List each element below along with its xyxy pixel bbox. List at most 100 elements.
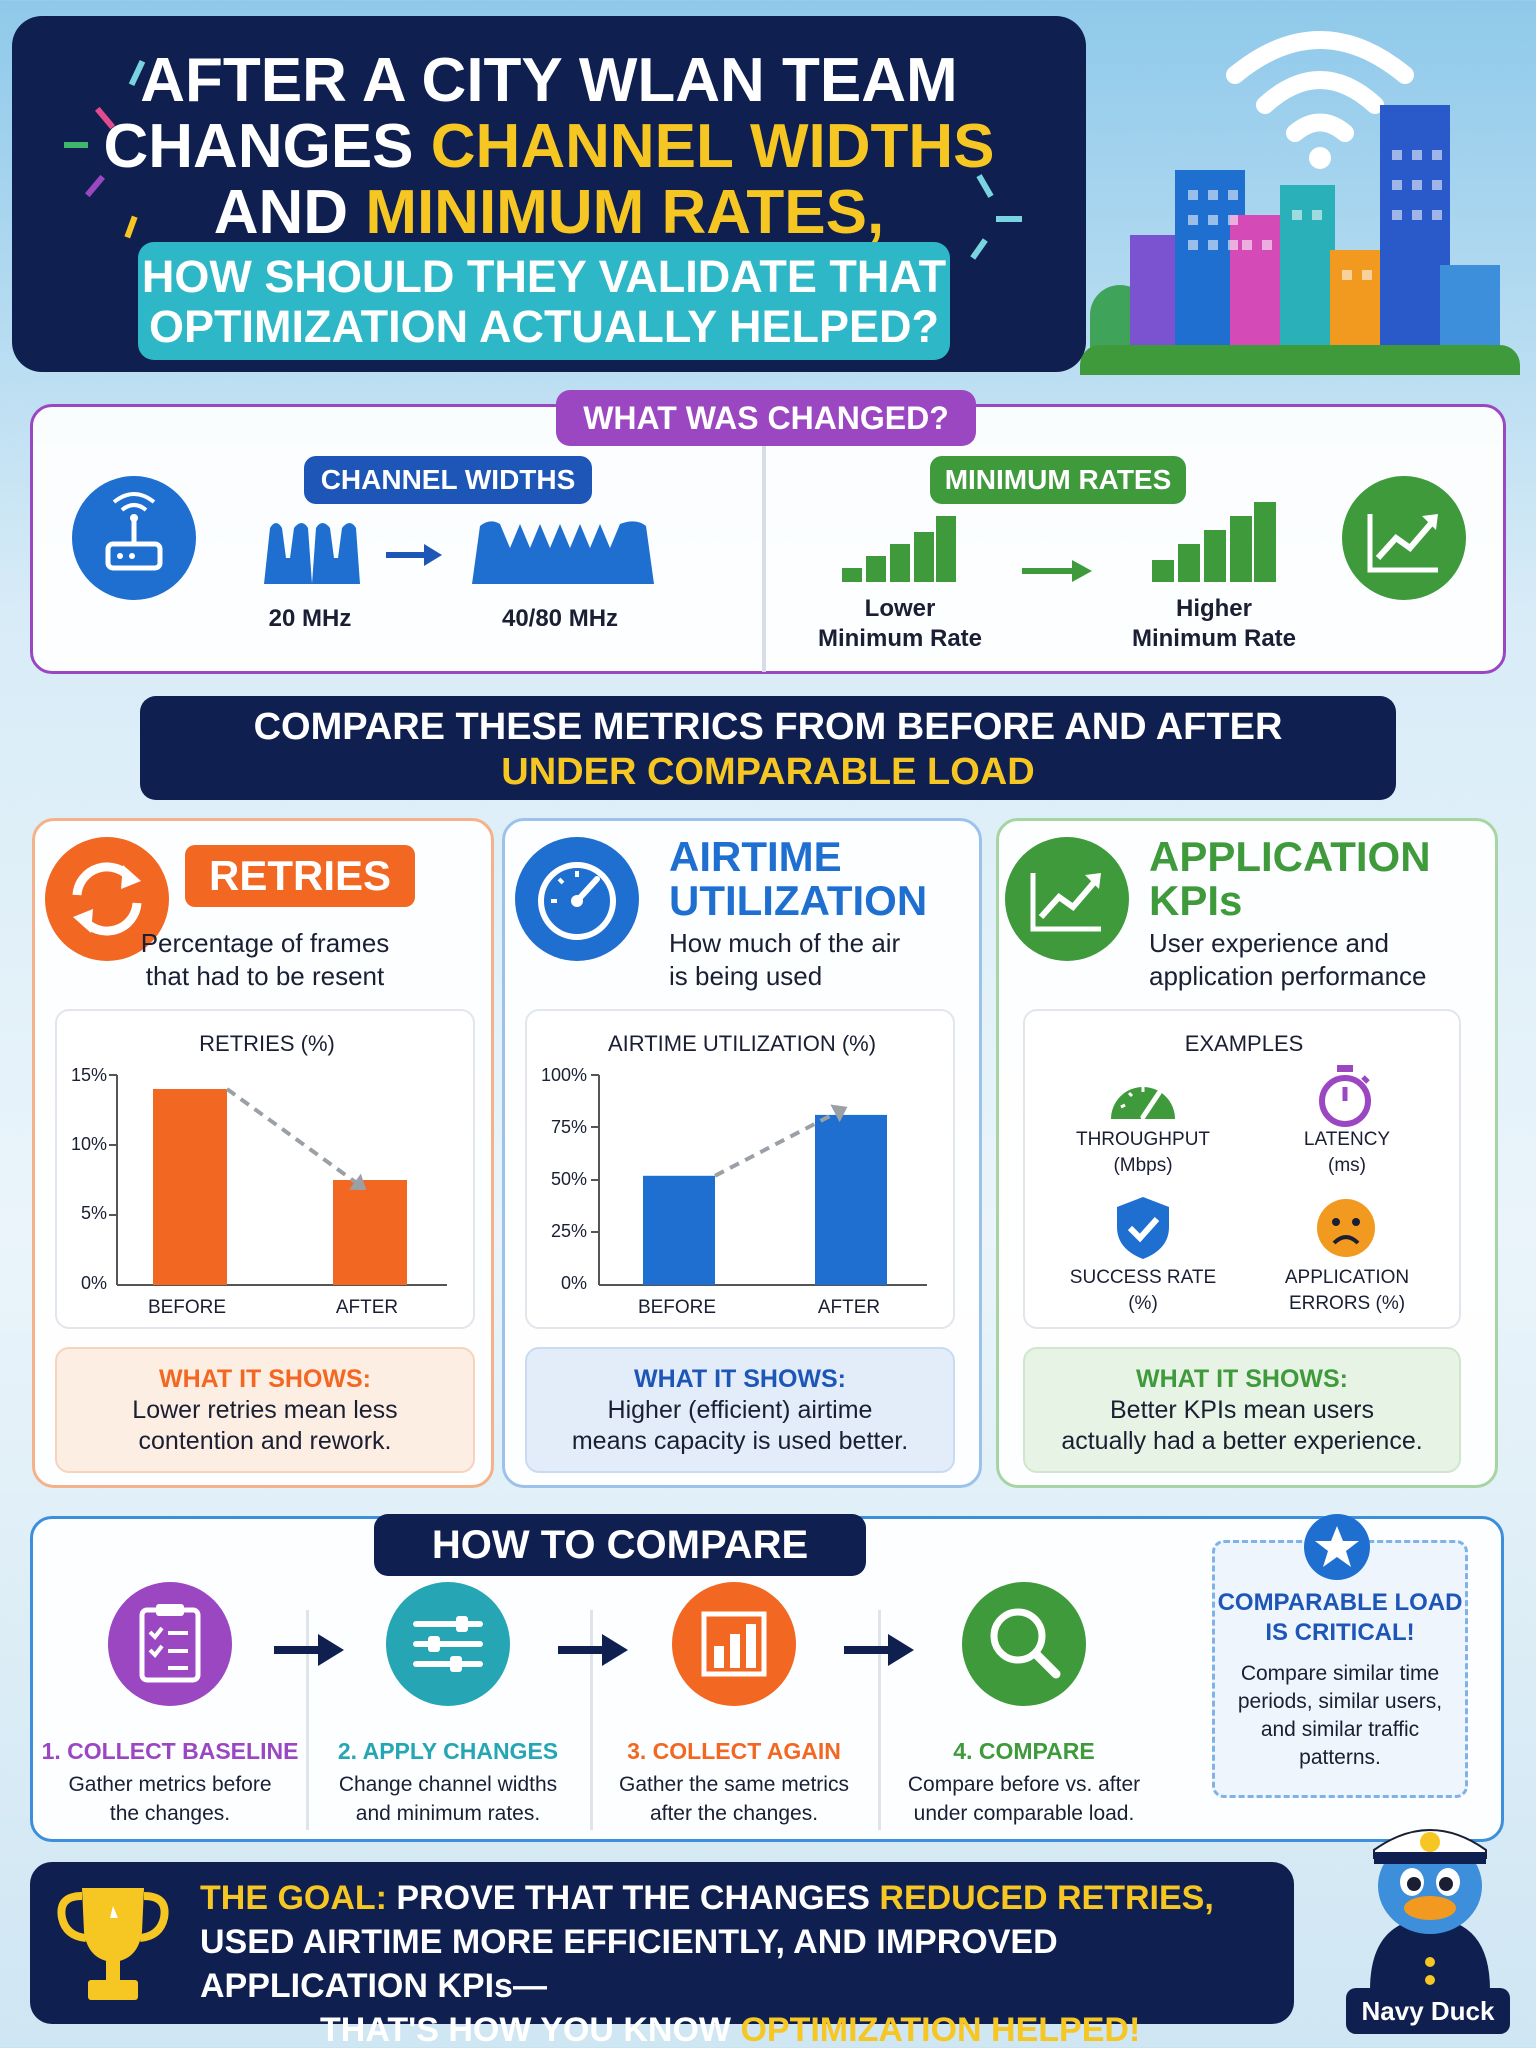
retries-desc-line-1: Percentage of frames	[140, 928, 390, 958]
retries-trend-arrow	[225, 1087, 357, 1184]
kpi-example-latency: LATENCY (ms)	[1247, 1127, 1447, 1179]
kpi-example-success-rate-unit: (%)	[1128, 1293, 1158, 1314]
step-1-title: 1. COLLECT BASELINE	[41, 1738, 299, 1764]
retries-what-it-shows: WHAT IT SHOWS: Lower retries mean less c…	[55, 1347, 475, 1473]
stopwatch-icon	[1319, 1065, 1371, 1127]
retries-title: RETRIES	[208, 852, 392, 899]
kpis-what-it-shows: WHAT IT SHOWS: Better KPIs mean users ac…	[1023, 1347, 1461, 1473]
min-rate-before: Lower Minimum Rate	[800, 594, 1000, 654]
retries-xlabel-before: BEFORE	[147, 1297, 227, 1318]
city-skyline-illustration	[1080, 90, 1520, 375]
confetti-decoration-right	[970, 174, 1022, 260]
airtime-card: AIRTIME UTILIZATION How much of the air …	[502, 818, 982, 1488]
sad-face-icon	[1317, 1199, 1375, 1257]
step-2-title: 2. APPLY CHANGES	[337, 1738, 559, 1764]
subtitle-line-2: OPTIMIZATION ACTUALLY HELPED?	[148, 301, 939, 352]
airtime-ytick: 75%	[550, 1117, 587, 1137]
step-3-text: Gather the same metrics after the change…	[594, 1770, 874, 1828]
narrow-channel-icon	[264, 523, 360, 584]
step-3-line-1: Gather the same metrics	[619, 1773, 849, 1796]
min-rate-after-line-2: Minimum Rate	[1131, 625, 1296, 652]
sliders-icon	[386, 1582, 510, 1706]
title-highlight-minimum-rates: MINIMUM RATES,	[365, 178, 885, 247]
compare-banner: COMPARE THESE METRICS FROM BEFORE AND AF…	[140, 696, 1396, 800]
trend-chart-icon	[1005, 837, 1129, 961]
goal-line-2: USED AIRTIME MORE EFFICIENTLY, AND IMPRO…	[200, 1923, 1058, 2005]
step-4-line-1: Compare before vs. after	[907, 1773, 1141, 1796]
goal-line-3-prefix: THAT'S HOW YOU KNOW	[320, 2011, 741, 2048]
goal-highlight-retries: REDUCED RETRIES,	[879, 1879, 1214, 1917]
comparable-load-title: COMPARABLE LOAD IS CRITICAL!	[1212, 1588, 1468, 1648]
step-3-line-2: after the changes.	[649, 1802, 819, 1825]
step-arrow-icon	[274, 1634, 344, 1666]
star-icon	[1304, 1514, 1370, 1580]
min-rate-after-line-1: Higher	[1175, 595, 1252, 622]
router-icon	[72, 476, 196, 600]
minimum-rates-label: MINIMUM RATES	[930, 456, 1186, 504]
step-2-text: Change channel widths and minimum rates.	[308, 1770, 588, 1828]
kpis-title-line-2: KPIs	[1149, 877, 1243, 924]
title-line-1: AFTER A CITY WLAN TEAM	[140, 46, 958, 115]
airtime-title-line-1: AIRTIME	[669, 833, 842, 880]
kpis-title-line-1: APPLICATION	[1149, 833, 1431, 880]
compare-banner-line-2: UNDER COMPARABLE LOAD	[501, 751, 1035, 793]
title-line-3-prefix: AND	[213, 178, 366, 247]
goal-line-1: THE GOAL: PROVE THAT THE CHANGES REDUCED…	[200, 1876, 1280, 1920]
comparable-load-line-2: periods, similar users,	[1237, 1690, 1443, 1713]
title-line-3: AND MINIMUM RATES,	[12, 180, 1086, 246]
retries-ytick: 5%	[80, 1203, 107, 1223]
airtime-description: How much of the air is being used	[669, 927, 969, 993]
goal-line-3: THAT'S HOW YOU KNOW OPTIMIZATION HELPED!	[200, 2008, 1280, 2048]
airtime-bar-after	[815, 1114, 887, 1285]
trend-up-icon	[1342, 476, 1466, 600]
step-arrow-icon	[558, 1634, 628, 1666]
kpi-example-latency-name: LATENCY	[1303, 1129, 1391, 1150]
comparable-load-title-line-1: COMPARABLE LOAD	[1217, 1589, 1463, 1616]
airtime-title: AIRTIME UTILIZATION	[669, 835, 969, 923]
kpis-desc-line-1: User experience and	[1149, 928, 1389, 958]
retries-card: RETRIES Percentage of frames that had to…	[32, 818, 494, 1488]
retries-xlabel-after: AFTER	[335, 1297, 399, 1318]
mascot-name-tag: Navy Duck	[1346, 1988, 1510, 2034]
subtitle-line-1: HOW SHOULD THEY VALIDATE THAT	[141, 251, 947, 302]
retries-plot	[109, 1074, 447, 1286]
airtime-ytick: 25%	[550, 1221, 587, 1241]
speedometer-icon	[515, 837, 639, 961]
airtime-title-line-2: UTILIZATION	[669, 877, 928, 924]
step-divider	[590, 1610, 593, 1830]
panel-divider	[762, 410, 766, 672]
retries-ytick: 0%	[80, 1273, 107, 1293]
kpi-example-errors-unit: ERRORS (%)	[1288, 1293, 1406, 1314]
retries-shows-line-1: Lower retries mean less	[132, 1396, 398, 1424]
wifi-icon	[1226, 31, 1414, 169]
comparable-load-title-line-2: IS CRITICAL!	[1265, 1619, 1415, 1646]
refresh-icon	[45, 837, 169, 961]
channel-width-before: 20 MHz	[268, 605, 352, 632]
airtime-xlabel-after: AFTER	[817, 1297, 881, 1318]
wide-channel-icon	[472, 521, 654, 584]
goal-label: THE GOAL:	[200, 1879, 387, 1917]
kpi-example-success-rate-name: SUCCESS RATE	[1069, 1267, 1217, 1288]
retries-ytick: 10%	[70, 1134, 107, 1154]
retries-bar-after	[333, 1180, 407, 1285]
retries-shows-title: WHAT IT SHOWS:	[159, 1365, 371, 1393]
kpi-examples-title: EXAMPLES	[1184, 1031, 1304, 1056]
step-4-text: Compare before vs. after under comparabl…	[884, 1770, 1164, 1828]
airtime-trend-arrow	[714, 1111, 836, 1178]
kpi-example-throughput-name: THROUGHPUT	[1075, 1129, 1211, 1150]
kpis-title: APPLICATION KPIs	[1149, 835, 1489, 923]
arrow-right-icon	[386, 544, 442, 566]
kpis-description: User experience and application performa…	[1149, 927, 1489, 993]
confetti-decoration-left	[64, 59, 146, 239]
comparable-load-line-1: Compare similar time	[1240, 1662, 1440, 1685]
step-4-line-2: under comparable load.	[913, 1802, 1135, 1825]
low-rate-bars-icon	[842, 516, 956, 582]
how-to-compare-title: HOW TO COMPARE	[374, 1514, 866, 1576]
airtime-desc-line-1: How much of the air	[669, 928, 901, 958]
step-1-line-2: the changes.	[109, 1802, 231, 1825]
kpi-example-throughput-unit: (Mbps)	[1113, 1155, 1173, 1176]
retries-description: Percentage of frames that had to be rese…	[65, 927, 465, 993]
airtime-desc-line-2: is being used	[669, 961, 823, 991]
airtime-shows-line-1: Higher (efficient) airtime	[607, 1396, 873, 1424]
high-rate-bars-icon	[1152, 502, 1276, 582]
